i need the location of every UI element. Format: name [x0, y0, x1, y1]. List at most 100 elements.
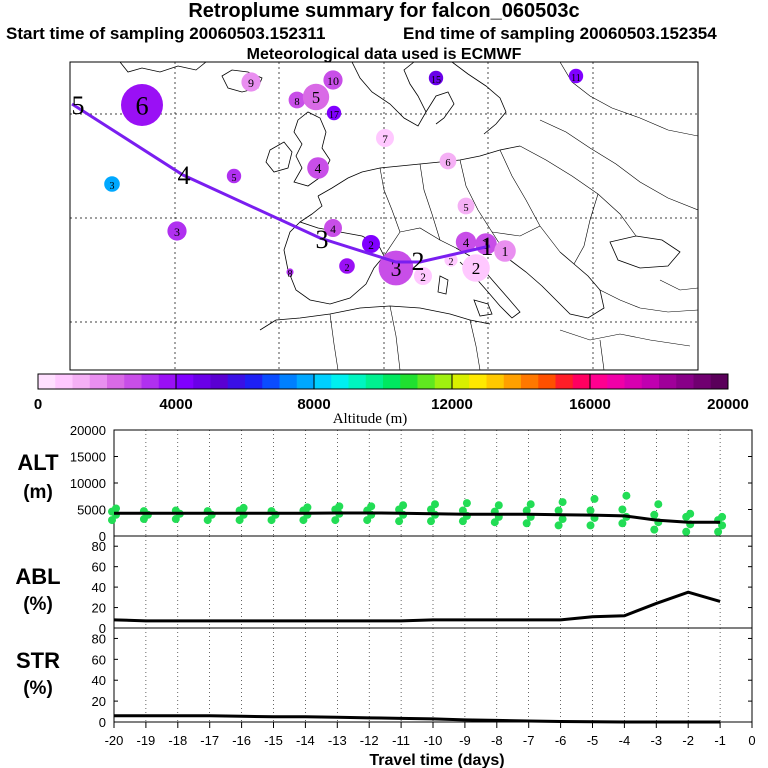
x-tick-label: -1	[714, 733, 726, 748]
colorbar-swatch	[279, 374, 298, 389]
plume-marker-label: 4	[463, 236, 470, 250]
x-tick-label: -18	[168, 733, 187, 748]
plume-marker-label: 3	[174, 225, 180, 239]
plume-marker	[324, 219, 342, 237]
end-time-label: End time of sampling 20060503.152354	[403, 24, 717, 43]
plume-marker	[226, 168, 242, 184]
colorbar-swatch	[107, 374, 125, 389]
colorbar-swatch	[227, 374, 246, 389]
colorbar-swatch	[158, 374, 177, 389]
plume-marker-label: 7	[382, 134, 388, 146]
trajectory-label: 1	[481, 232, 494, 261]
panel-ylabel: ABL	[15, 564, 60, 589]
altitude-scatter-point	[458, 506, 467, 515]
plume-marker-label: 10	[327, 74, 339, 88]
plume-marker-label: 8	[288, 269, 293, 280]
altitude-scatter-point	[654, 500, 663, 509]
trajectory-label: 4	[178, 161, 191, 190]
colorbar-swatch	[383, 374, 401, 389]
altitude-scatter-point	[618, 519, 627, 528]
panel-ylabel: (m)	[23, 482, 53, 503]
plume-marker-label: 6	[135, 91, 148, 120]
y-tick-label: 60	[92, 652, 106, 667]
plume-marker	[104, 176, 120, 192]
altitude-scatter-point	[714, 527, 723, 536]
x-tick-label: -6	[555, 733, 567, 748]
plume-marker	[568, 68, 584, 84]
plume-marker-label: 8	[294, 97, 299, 108]
plume-marker-label: 4	[330, 224, 336, 236]
colorbar-swatch	[555, 374, 574, 389]
colorbar-swatch	[331, 374, 349, 389]
colorbar-swatch	[245, 374, 263, 389]
altitude-scatter-point	[622, 491, 631, 500]
timeseries-panels: 20000 15000 10000 5000 0 ALT (m) 80 60 40 20 0 ABL (%…	[15, 423, 755, 768]
x-tick-label: 0	[748, 733, 755, 748]
panel-ylabel: (%)	[23, 594, 53, 615]
altitude-scatter-point	[718, 512, 727, 521]
colorbar-swatch	[55, 374, 73, 389]
plume-marker	[439, 152, 457, 170]
plume-marker-label: 2	[472, 259, 481, 278]
plume-marker	[462, 254, 490, 282]
trajectory-line	[71, 102, 491, 264]
chart-title: Retroplume summary for falcon_060503c	[188, 0, 580, 22]
altitude-scatter-point	[682, 527, 691, 536]
colorbar-swatch	[210, 374, 229, 389]
y-tick-label: 40	[92, 673, 106, 688]
y-tick-label: 0	[99, 529, 106, 544]
altitude-scatter-point	[427, 517, 435, 526]
plume-marker-label: 5	[463, 203, 468, 214]
y-tick-label: 60	[92, 560, 106, 575]
x-axis-label: Travel time (days)	[369, 752, 504, 768]
altitude-scatter-point	[650, 525, 659, 534]
colorbar-tick-label: 20000	[707, 396, 749, 413]
panel-ylabel: ALT	[17, 450, 59, 475]
plume-marker	[323, 70, 343, 90]
altitude-scatter-point	[522, 506, 531, 515]
y-tick-label: 20000	[70, 423, 106, 438]
panel-1: 80 60 40 20 0 ABL (%)	[15, 536, 752, 636]
y-tick-label: 0	[99, 621, 106, 636]
altitude-scatter-point	[112, 504, 120, 513]
altitude-scatter-point	[554, 521, 563, 530]
y-tick-label: 20	[92, 694, 106, 709]
colorbar-swatch	[521, 374, 539, 389]
start-time-label: Start time of sampling 20060503.152311	[6, 24, 326, 43]
altitude-scatter-point	[618, 505, 627, 514]
colorbar-swatch	[141, 374, 160, 389]
plume-marker	[121, 84, 163, 126]
met-data-label: Meteorological data used is ECMWF	[246, 46, 522, 63]
altitude-scatter-point	[331, 516, 340, 525]
trajectory-label: 2	[412, 247, 425, 276]
plume-marker-label: 1	[502, 244, 509, 259]
y-tick-label: 15000	[70, 450, 106, 465]
trajectory-label: 3	[316, 225, 329, 254]
altitude-scatter-point	[650, 510, 659, 519]
colorbar-swatch	[417, 374, 436, 389]
plume-marker	[414, 267, 432, 285]
colorbar-swatch	[89, 374, 108, 389]
colorbar-swatch	[590, 374, 608, 389]
altitude-scatter-point	[239, 503, 248, 512]
panel-ylabel: (%)	[23, 678, 53, 699]
plume-marker-label: 5	[232, 173, 237, 184]
x-tick-label: -15	[264, 733, 283, 748]
plume-marker	[286, 268, 294, 276]
colorbar-swatch	[659, 374, 677, 389]
colorbar-frame	[37, 373, 729, 390]
colorbar-swatch	[38, 374, 56, 389]
x-tick-label: -9	[459, 733, 471, 748]
plume-marker-label: 2	[345, 263, 350, 274]
colorbar-swatch	[607, 374, 625, 389]
altitude-scatter-point	[399, 501, 408, 510]
colorbar-label: Altitude (m)	[333, 411, 408, 427]
altitude-scatter-point	[367, 502, 376, 511]
altitude-scatter-point	[462, 499, 471, 508]
colorbar-swatch	[676, 374, 694, 389]
plume-marker-label: 3	[391, 257, 402, 281]
colorbar-swatch	[641, 374, 660, 389]
colorbar-swatch	[296, 374, 315, 389]
